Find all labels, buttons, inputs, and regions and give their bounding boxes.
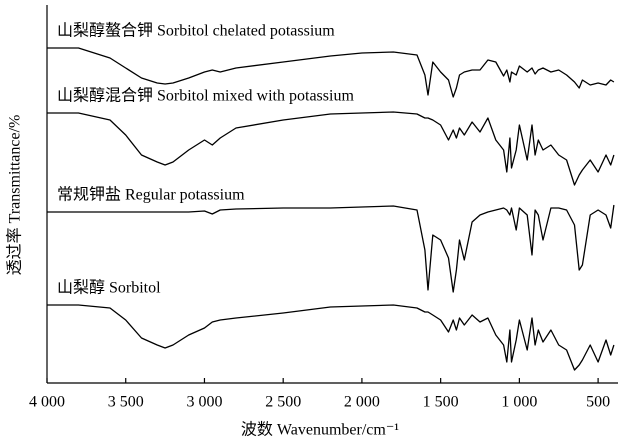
x-tick-label: 2 500	[265, 394, 301, 411]
x-tick-label: 1 000	[501, 394, 537, 411]
x-tick-label: 3 000	[186, 394, 222, 411]
x-tick-label: 500	[586, 394, 610, 411]
spectrum-line	[47, 304, 615, 371]
series-label: 山梨醇 Sorbitol	[57, 279, 161, 297]
spectrum-line	[47, 111, 615, 186]
series-label: 山梨醇混合钾 Sorbitol mixed with potassium	[57, 87, 354, 105]
x-tick-label: 2 000	[344, 394, 380, 411]
series-label: 山梨醇螯合钾 Sorbitol chelated potassium	[57, 22, 335, 40]
x-tick-label: 4 000	[29, 394, 65, 411]
x-tick-label: 3 500	[108, 394, 144, 411]
spectrum-line	[47, 204, 615, 293]
series-label: 常规钾盐 Regular potassium	[57, 186, 245, 204]
y-axis-label: 透过率 Transmittance/%	[6, 115, 24, 276]
spectrum-line	[47, 47, 615, 98]
x-tick-label: 1 500	[423, 394, 459, 411]
x-axis-label: 波数 Wavenumber/cm⁻¹	[241, 421, 399, 439]
